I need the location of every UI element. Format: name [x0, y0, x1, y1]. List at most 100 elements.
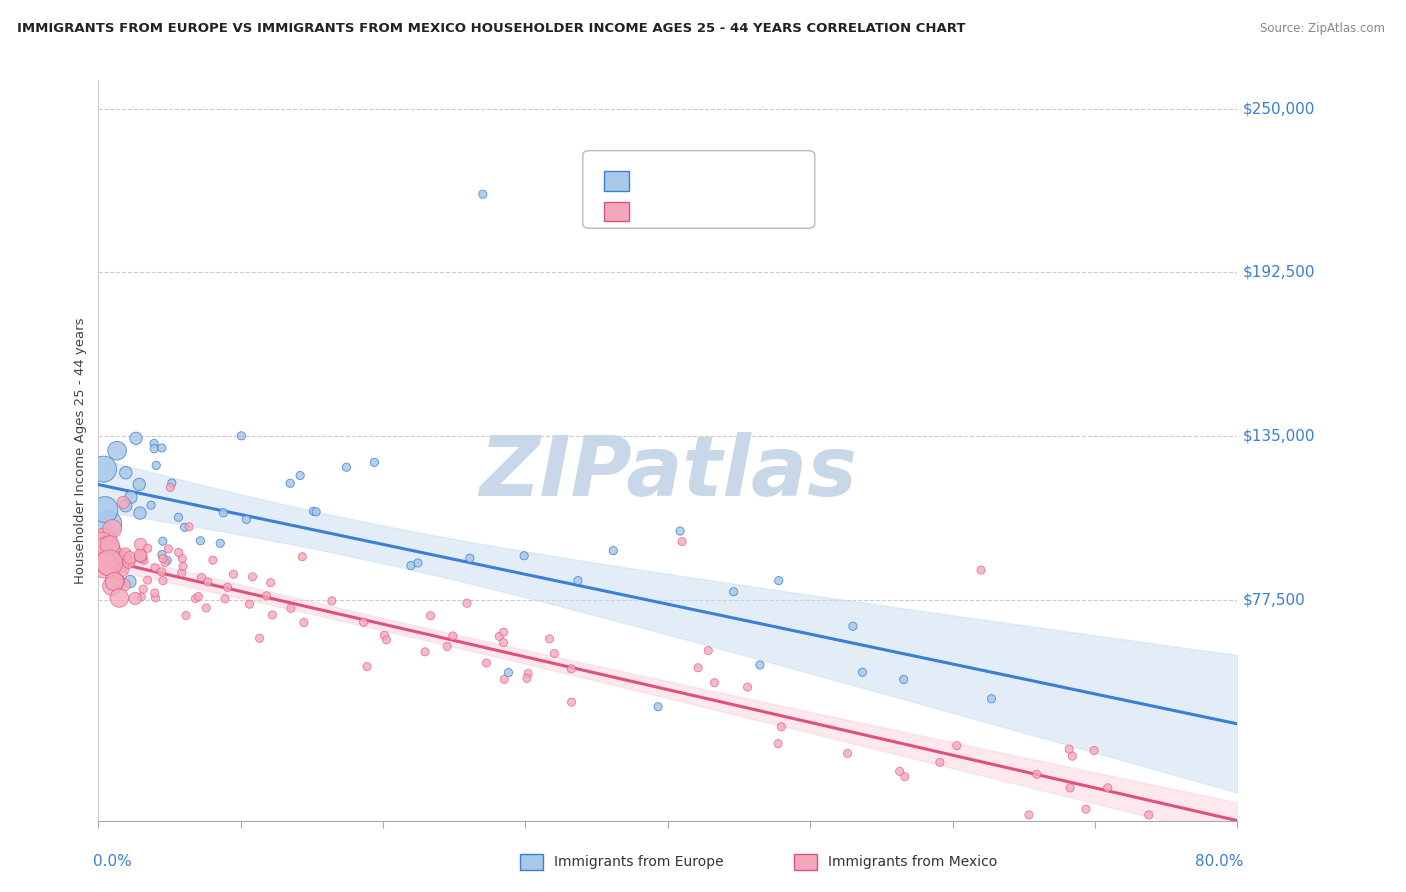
Point [98, 556, 121, 570]
Point [235, 512, 257, 526]
Point [112, 495, 135, 509]
Point [413, 645, 436, 659]
Point [190, 570, 212, 584]
Point [118, 550, 141, 565]
Point [143, 561, 166, 575]
Point [108, 591, 131, 605]
Text: 0.0%: 0.0% [93, 854, 132, 869]
Point [766, 737, 789, 751]
Point [1059, 780, 1081, 795]
Point [851, 665, 873, 680]
Point [768, 574, 790, 588]
Point [262, 607, 284, 622]
Point [837, 747, 859, 761]
Point [97, 516, 120, 531]
Point [125, 431, 148, 445]
Point [353, 615, 375, 630]
Point [399, 558, 422, 573]
Text: R = -0.386    N=  51: R = -0.386 N= 51 [661, 174, 800, 188]
Point [538, 632, 561, 646]
Point [697, 643, 720, 657]
Point [373, 628, 395, 642]
Point [647, 699, 669, 714]
Point [292, 615, 315, 630]
Point [129, 590, 152, 604]
Text: R = -0.833    N= 109: R = -0.833 N= 109 [661, 204, 804, 219]
Text: $192,500: $192,500 [1243, 265, 1316, 280]
Point [1074, 802, 1097, 816]
Point [1137, 808, 1160, 822]
Point [172, 559, 194, 574]
Point [103, 574, 125, 589]
Point [436, 640, 458, 654]
Point [703, 675, 725, 690]
Point [174, 608, 197, 623]
Point [842, 619, 865, 633]
Point [291, 549, 314, 564]
Point [458, 551, 481, 566]
Point [112, 549, 135, 564]
Point [153, 555, 176, 569]
Point [894, 770, 917, 784]
Point [929, 756, 952, 770]
Point [889, 764, 911, 779]
Point [101, 579, 124, 593]
Point [94, 502, 117, 516]
Point [970, 563, 993, 577]
Point [150, 441, 173, 455]
Point [492, 635, 515, 649]
Point [177, 520, 200, 534]
Point [143, 436, 166, 450]
Point [280, 601, 302, 615]
Point [419, 608, 441, 623]
Point [567, 574, 589, 588]
Point [120, 491, 142, 505]
Point [669, 524, 692, 538]
Text: 80.0%: 80.0% [1195, 854, 1243, 869]
Point [335, 460, 357, 475]
Point [249, 632, 271, 646]
Point [167, 545, 190, 559]
Point [488, 629, 510, 643]
Point [97, 556, 120, 570]
Point [152, 534, 174, 549]
Point [209, 536, 232, 550]
Text: Immigrants from Mexico: Immigrants from Mexico [828, 855, 997, 869]
Point [602, 543, 624, 558]
Point [152, 551, 174, 566]
Point [190, 533, 212, 548]
Point [150, 565, 173, 579]
Point [150, 548, 173, 562]
Point [513, 549, 536, 563]
Point [132, 549, 155, 563]
Text: Source: ZipAtlas.com: Source: ZipAtlas.com [1260, 22, 1385, 36]
Point [1062, 749, 1084, 764]
Point [494, 673, 516, 687]
Point [157, 541, 180, 556]
Point [105, 443, 128, 458]
Point [1025, 767, 1047, 781]
Point [560, 695, 582, 709]
Point [238, 597, 260, 611]
Point [321, 594, 343, 608]
Point [543, 647, 565, 661]
Point [160, 476, 183, 491]
Point [259, 575, 281, 590]
Point [152, 574, 174, 588]
Point [114, 466, 136, 480]
Point [143, 442, 166, 456]
Point [1083, 743, 1105, 757]
Point [288, 468, 311, 483]
Point [170, 566, 193, 580]
Point [156, 553, 179, 567]
Text: $135,000: $135,000 [1243, 429, 1316, 443]
Point [475, 656, 498, 670]
Point [118, 574, 141, 589]
Text: IMMIGRANTS FROM EUROPE VS IMMIGRANTS FROM MEXICO HOUSEHOLDER INCOME AGES 25 - 44: IMMIGRANTS FROM EUROPE VS IMMIGRANTS FRO… [17, 22, 966, 36]
Point [1018, 808, 1040, 822]
Point [90, 538, 112, 552]
Point [498, 665, 520, 680]
Point [111, 563, 134, 577]
Point [96, 542, 118, 557]
Point [214, 591, 236, 606]
